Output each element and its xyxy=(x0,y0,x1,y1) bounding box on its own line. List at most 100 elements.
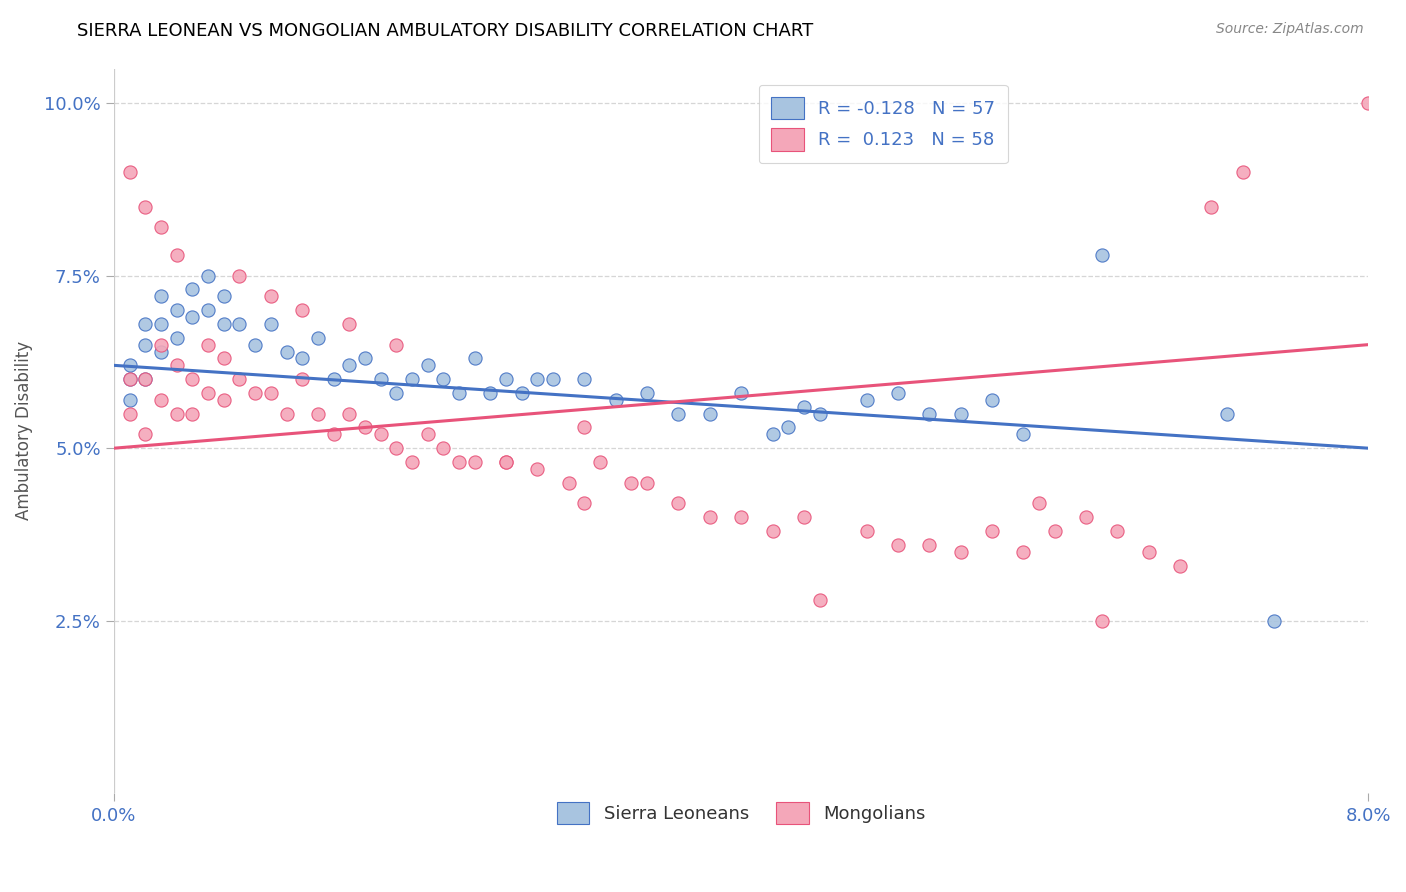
Point xyxy=(401,372,423,386)
Point xyxy=(354,351,377,366)
Point xyxy=(541,372,564,386)
Point xyxy=(636,475,658,490)
Point xyxy=(401,455,423,469)
Point xyxy=(526,462,548,476)
Point xyxy=(416,427,439,442)
Point xyxy=(322,427,344,442)
Point xyxy=(118,359,141,373)
Point xyxy=(197,303,219,318)
Point xyxy=(181,372,204,386)
Point xyxy=(778,420,800,434)
Point xyxy=(228,372,250,386)
Point xyxy=(495,372,517,386)
Point xyxy=(447,455,470,469)
Point xyxy=(181,407,204,421)
Point xyxy=(166,303,188,318)
Point xyxy=(981,392,1004,407)
Point xyxy=(699,510,721,524)
Point xyxy=(134,317,156,331)
Point xyxy=(197,337,219,351)
Point xyxy=(212,317,235,331)
Point xyxy=(887,386,910,401)
Point xyxy=(855,524,877,538)
Point xyxy=(243,386,266,401)
Point xyxy=(808,593,831,607)
Point xyxy=(307,331,329,345)
Point xyxy=(510,386,533,401)
Point xyxy=(730,386,752,401)
Point xyxy=(949,407,972,421)
Point xyxy=(118,372,141,386)
Point xyxy=(337,359,360,373)
Point xyxy=(260,386,283,401)
Point xyxy=(150,392,173,407)
Point xyxy=(574,496,596,510)
Point xyxy=(1137,545,1160,559)
Point xyxy=(212,351,235,366)
Point xyxy=(432,441,454,455)
Point xyxy=(464,351,486,366)
Point xyxy=(134,427,156,442)
Point xyxy=(636,386,658,401)
Point xyxy=(589,455,612,469)
Point xyxy=(668,407,690,421)
Point xyxy=(354,420,377,434)
Point xyxy=(447,386,470,401)
Point xyxy=(1012,427,1035,442)
Point xyxy=(291,372,314,386)
Point xyxy=(808,407,831,421)
Point xyxy=(479,386,502,401)
Point xyxy=(385,441,408,455)
Point xyxy=(1074,510,1097,524)
Point xyxy=(134,200,156,214)
Point xyxy=(1216,407,1239,421)
Point xyxy=(1232,165,1254,179)
Point xyxy=(337,317,360,331)
Point xyxy=(166,407,188,421)
Point xyxy=(134,337,156,351)
Point xyxy=(260,317,283,331)
Point xyxy=(276,344,298,359)
Point xyxy=(150,337,173,351)
Point xyxy=(291,303,314,318)
Point xyxy=(166,331,188,345)
Point xyxy=(761,524,783,538)
Point xyxy=(432,372,454,386)
Point xyxy=(150,344,173,359)
Point xyxy=(557,475,579,490)
Point xyxy=(464,455,486,469)
Point xyxy=(620,475,643,490)
Point xyxy=(761,427,783,442)
Point xyxy=(212,289,235,303)
Point xyxy=(197,386,219,401)
Point xyxy=(150,289,173,303)
Point xyxy=(307,407,329,421)
Point xyxy=(243,337,266,351)
Point xyxy=(495,455,517,469)
Point xyxy=(887,538,910,552)
Point xyxy=(385,386,408,401)
Point xyxy=(322,372,344,386)
Point xyxy=(668,496,690,510)
Point xyxy=(495,455,517,469)
Point xyxy=(1168,558,1191,573)
Point xyxy=(260,289,283,303)
Point xyxy=(605,392,627,407)
Point xyxy=(918,538,941,552)
Point xyxy=(150,317,173,331)
Point xyxy=(166,248,188,262)
Point xyxy=(1091,614,1114,628)
Point xyxy=(228,268,250,283)
Point xyxy=(181,310,204,324)
Point xyxy=(574,372,596,386)
Point xyxy=(699,407,721,421)
Point xyxy=(918,407,941,421)
Point xyxy=(212,392,235,407)
Point xyxy=(118,372,141,386)
Point xyxy=(981,524,1004,538)
Text: SIERRA LEONEAN VS MONGOLIAN AMBULATORY DISABILITY CORRELATION CHART: SIERRA LEONEAN VS MONGOLIAN AMBULATORY D… xyxy=(77,22,814,40)
Point xyxy=(134,372,156,386)
Point xyxy=(181,282,204,296)
Point xyxy=(291,351,314,366)
Point xyxy=(730,510,752,524)
